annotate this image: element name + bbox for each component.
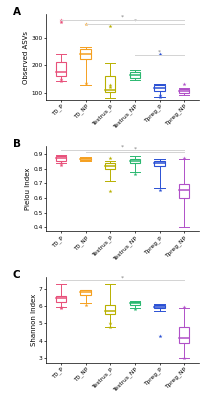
Text: *: *: [121, 15, 124, 20]
Bar: [154, 305, 165, 308]
Text: C: C: [13, 270, 20, 280]
Bar: [130, 159, 140, 164]
Bar: [81, 49, 91, 59]
Bar: [105, 305, 116, 314]
Bar: [130, 72, 140, 78]
Text: *: *: [133, 19, 137, 24]
Bar: [81, 290, 91, 295]
Y-axis label: Shannon Index: Shannon Index: [31, 294, 37, 346]
Bar: [154, 85, 165, 91]
Bar: [154, 161, 165, 166]
Bar: [130, 302, 140, 305]
Bar: [105, 163, 116, 169]
Bar: [56, 296, 66, 302]
Bar: [56, 62, 66, 76]
Text: *: *: [158, 50, 161, 55]
Text: *: *: [121, 145, 124, 150]
Text: *: *: [133, 147, 137, 152]
Text: *: *: [121, 275, 124, 280]
Bar: [179, 327, 190, 343]
Bar: [105, 76, 116, 92]
Text: B: B: [13, 139, 21, 149]
Y-axis label: Observed ASVs: Observed ASVs: [23, 30, 29, 84]
Y-axis label: Pielou Index: Pielou Index: [25, 167, 31, 210]
Text: A: A: [13, 7, 21, 17]
Bar: [179, 184, 190, 198]
Bar: [81, 158, 91, 160]
Bar: [179, 90, 190, 93]
Bar: [56, 156, 66, 160]
